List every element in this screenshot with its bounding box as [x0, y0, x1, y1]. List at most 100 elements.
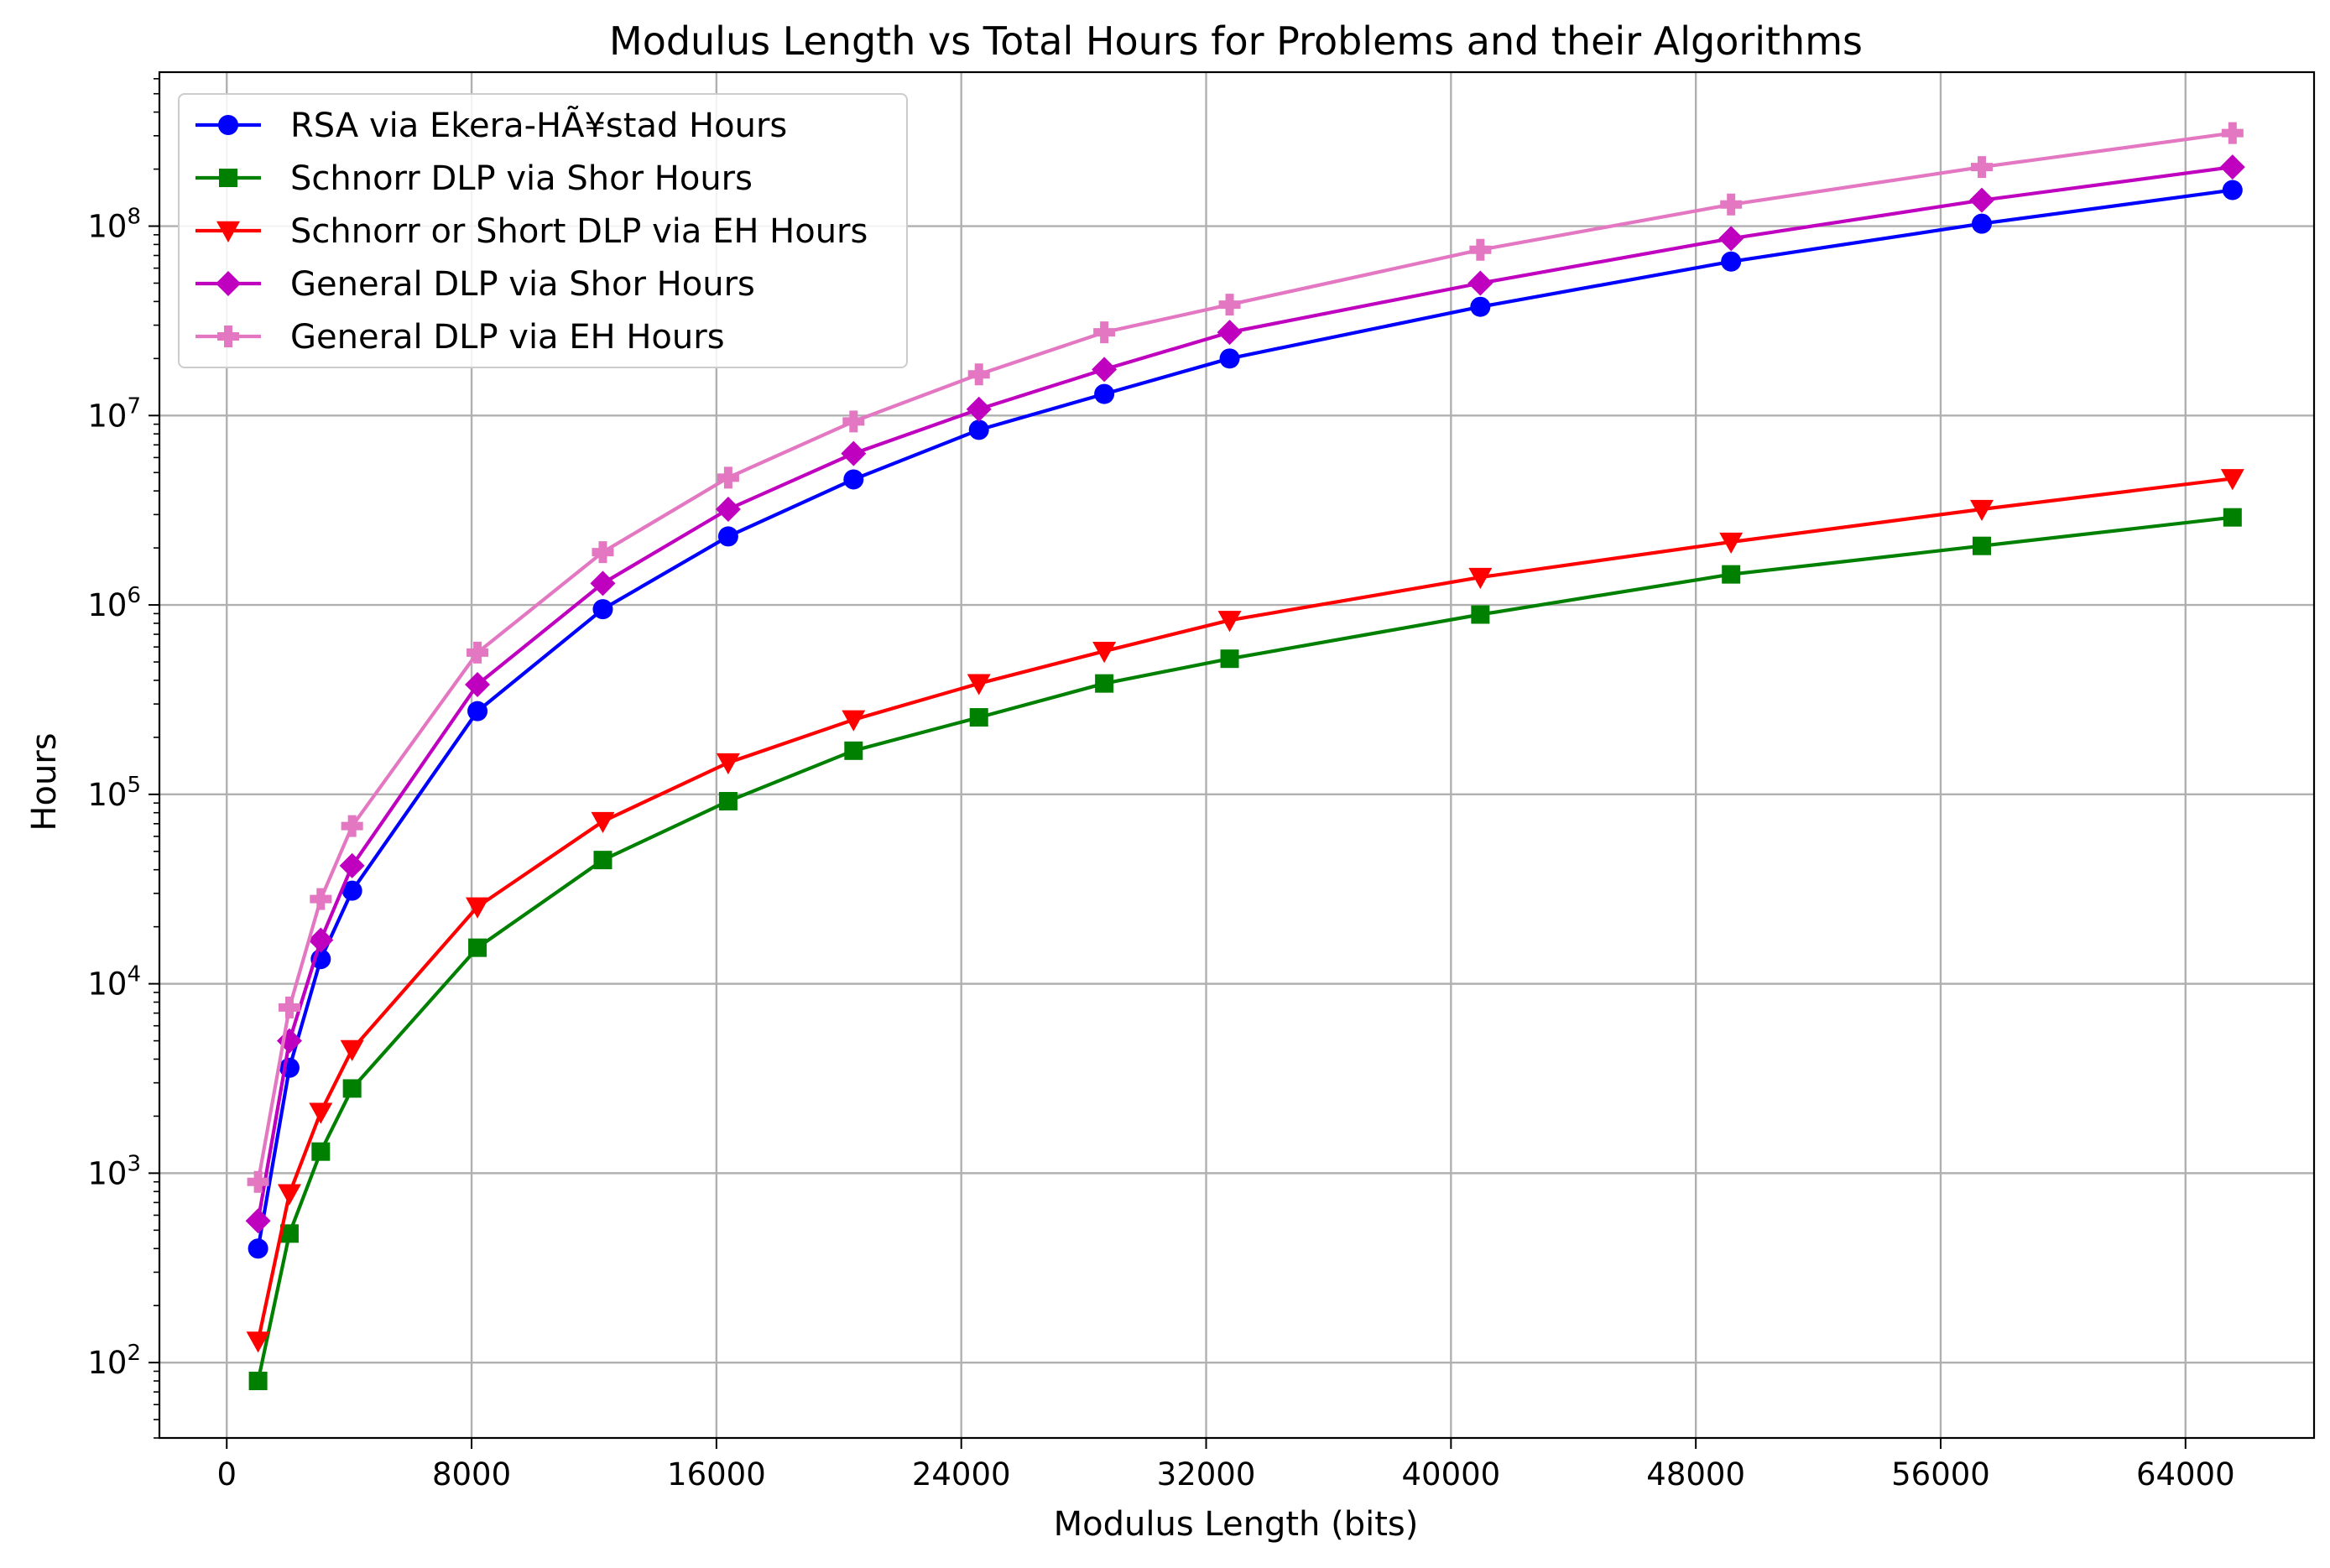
data-point [843, 469, 864, 490]
data-point [717, 466, 739, 489]
data-point [969, 708, 988, 727]
data-point [717, 526, 738, 547]
data-point [341, 880, 362, 901]
data-point [1468, 567, 1493, 590]
data-point [1095, 674, 1114, 693]
data-point [2220, 469, 2244, 491]
data-point [1217, 611, 1242, 633]
y-tick-label: 104 [87, 962, 141, 1003]
data-point [1094, 383, 1115, 404]
data-point [1469, 238, 1492, 261]
chart-title: Modulus Length vs Total Hours for Proble… [609, 18, 1863, 64]
data-point [1470, 296, 1491, 317]
data-point [592, 599, 613, 620]
data-point [1970, 499, 1994, 522]
y-tick-label: 106 [87, 583, 141, 623]
y-axis-title: Hours [25, 732, 64, 831]
legend-item-4: General DLP via Shor Hours [195, 265, 755, 304]
legend-box [178, 93, 908, 368]
data-point [1972, 213, 1993, 234]
data-point [311, 1142, 331, 1161]
data-point [715, 497, 741, 523]
data-point [1971, 156, 1994, 179]
data-point [1471, 605, 1490, 624]
data-point [2221, 122, 2244, 144]
data-point [245, 1208, 271, 1234]
legend-marker [216, 271, 241, 296]
data-point [310, 888, 332, 910]
data-point [1220, 649, 1239, 669]
data-point [716, 753, 740, 775]
legend-marker [218, 115, 238, 135]
data-point [1218, 294, 1241, 316]
legend-marker [219, 169, 237, 187]
data-point [967, 363, 990, 386]
x-tick-label: 16000 [667, 1456, 766, 1492]
data-point [2222, 180, 2243, 201]
data-point [1969, 187, 1995, 213]
data-point [278, 996, 300, 1018]
data-point [341, 815, 363, 837]
x-tick-label: 24000 [912, 1456, 1011, 1492]
x-axis-title: Modulus Length (bits) [1054, 1505, 1419, 1544]
data-point [842, 410, 865, 433]
y-tick-label: 105 [87, 773, 141, 813]
x-tick-label: 64000 [2136, 1456, 2235, 1492]
data-point [467, 641, 489, 664]
data-point [1721, 251, 1742, 272]
y-tick-label: 102 [87, 1341, 141, 1381]
data-point [339, 852, 365, 878]
series-layer [245, 122, 2245, 1391]
series-4 [245, 154, 2245, 1234]
data-point [248, 1238, 268, 1259]
legend-marker [217, 326, 239, 347]
data-point [308, 927, 334, 953]
data-point [844, 741, 863, 760]
x-tick-label: 48000 [1646, 1456, 1745, 1492]
data-point [718, 792, 738, 811]
data-point [247, 1170, 269, 1193]
data-point [593, 851, 612, 870]
y-tick-label: 103 [87, 1151, 141, 1191]
data-point [1092, 357, 1118, 383]
legend-marker [216, 221, 240, 242]
data-point [468, 938, 487, 957]
data-point [277, 1184, 301, 1206]
x-tick-label: 0 [216, 1456, 237, 1492]
data-point [1718, 226, 1744, 252]
legend-label: Schnorr DLP via Shor Hours [290, 159, 753, 198]
data-point [467, 701, 488, 721]
data-point [1093, 321, 1116, 344]
legend-item-1: RSA via Ekera-HÃ¥stad Hours [195, 105, 787, 145]
data-point [309, 1102, 333, 1124]
y-tick-label: 108 [87, 205, 141, 245]
plot-frame [158, 70, 2316, 1440]
legend-item-5: General DLP via EH Hours [195, 318, 725, 357]
data-point [1719, 532, 1744, 555]
x-tick-label: 8000 [432, 1456, 511, 1492]
legend-label: Schnorr or Short DLP via EH Hours [290, 212, 868, 251]
legend-label: General DLP via Shor Hours [290, 265, 755, 304]
series-5 [247, 122, 2244, 1193]
axis-ticks: 0 8000 16000 24000 32000 40000 48000 56000 64000… [87, 78, 2235, 1492]
data-point [842, 710, 866, 732]
series-2 [248, 508, 2242, 1391]
series-3 [246, 469, 2244, 1353]
data-point [1973, 536, 1992, 555]
data-point [966, 396, 992, 422]
legend-item-3: Schnorr or Short DLP via EH Hours [195, 212, 868, 251]
y-tick-label: 107 [87, 393, 141, 434]
data-point [2223, 508, 2242, 527]
data-point [1720, 193, 1743, 216]
data-point [592, 541, 614, 564]
data-point [968, 419, 989, 440]
data-point [1217, 320, 1243, 346]
data-point [248, 1372, 268, 1391]
x-tick-label: 32000 [1157, 1456, 1256, 1492]
x-tick-label: 40000 [1401, 1456, 1500, 1492]
data-point [1722, 565, 1741, 584]
legend-item-2: Schnorr DLP via Shor Hours [195, 159, 753, 198]
legend: RSA via Ekera-HÃ¥stad Hours Schnorr DLP v… [178, 93, 908, 368]
data-point [466, 897, 490, 919]
data-point [342, 1079, 362, 1098]
